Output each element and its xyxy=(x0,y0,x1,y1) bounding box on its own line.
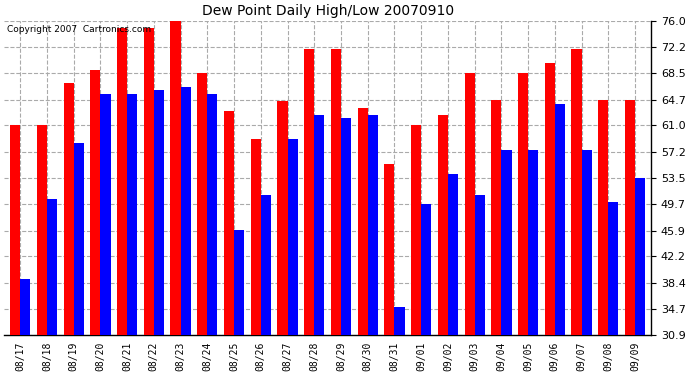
Bar xyxy=(250,139,261,335)
Bar xyxy=(475,195,485,335)
Bar xyxy=(20,279,30,335)
Bar xyxy=(288,139,297,335)
Bar xyxy=(224,111,234,335)
Bar xyxy=(491,99,502,335)
Bar xyxy=(304,49,314,335)
Bar xyxy=(357,108,368,335)
Bar xyxy=(63,84,74,335)
Bar xyxy=(207,94,217,335)
Bar xyxy=(127,94,137,335)
Text: Copyright 2007  Cartronics.com: Copyright 2007 Cartronics.com xyxy=(8,26,152,34)
Bar xyxy=(341,118,351,335)
Bar xyxy=(154,90,164,335)
Bar xyxy=(277,101,288,335)
Bar xyxy=(582,150,592,335)
Bar xyxy=(411,125,421,335)
Bar xyxy=(10,125,20,335)
Bar xyxy=(571,49,582,335)
Bar xyxy=(101,94,110,335)
Bar xyxy=(117,28,127,335)
Bar xyxy=(37,125,47,335)
Bar xyxy=(331,49,341,335)
Bar xyxy=(234,230,244,335)
Title: Dew Point Daily High/Low 20070910: Dew Point Daily High/Low 20070910 xyxy=(201,4,454,18)
Bar xyxy=(47,198,57,335)
Bar xyxy=(437,115,448,335)
Bar xyxy=(625,99,635,335)
Bar xyxy=(181,87,190,335)
Bar xyxy=(635,178,645,335)
Bar xyxy=(144,28,154,335)
Bar xyxy=(609,202,618,335)
Bar xyxy=(314,115,324,335)
Bar xyxy=(74,143,83,335)
Bar xyxy=(197,73,207,335)
Bar xyxy=(598,99,609,335)
Bar xyxy=(544,63,555,335)
Bar xyxy=(502,150,511,335)
Bar xyxy=(555,104,565,335)
Bar xyxy=(395,307,404,335)
Bar xyxy=(90,69,101,335)
Bar xyxy=(384,164,395,335)
Bar xyxy=(170,21,181,335)
Bar xyxy=(464,73,475,335)
Bar xyxy=(421,204,431,335)
Bar xyxy=(261,195,271,335)
Bar xyxy=(518,73,528,335)
Bar xyxy=(368,115,378,335)
Bar xyxy=(448,174,458,335)
Bar xyxy=(528,150,538,335)
